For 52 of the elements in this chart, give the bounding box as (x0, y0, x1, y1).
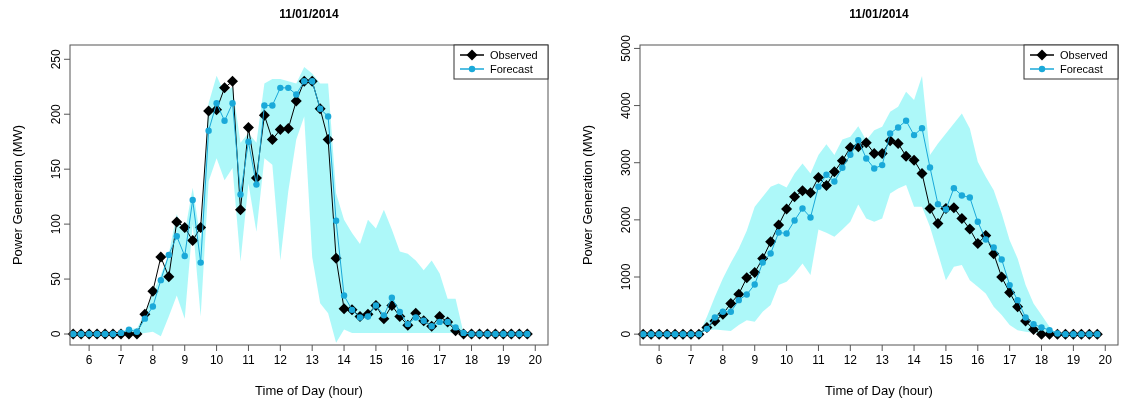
y-tick-label: 50 (49, 272, 63, 286)
x-tick-label: 7 (687, 353, 695, 367)
y-tick-label: 150 (49, 158, 63, 180)
x-tick-label: 15 (369, 353, 383, 367)
x-tick-label: 8 (719, 353, 727, 367)
y-tick-label: 4000 (619, 91, 633, 119)
x-tick-label: 19 (1066, 353, 1081, 367)
x-tick-label: 17 (1002, 353, 1017, 367)
y-tick-label: 1000 (619, 263, 633, 291)
x-tick-label: 13 (875, 353, 890, 367)
legend-label: Forecast (490, 63, 533, 75)
x-tick-label: 20 (1098, 353, 1113, 367)
y-axis-title: Power Generation (MW) (580, 124, 595, 266)
x-tick-label: 9 (751, 353, 759, 367)
x-tick-label: 15 (939, 353, 953, 367)
x-tick-label: 14 (907, 353, 922, 367)
x-tick-label: 11 (812, 353, 825, 367)
y-tick-label: 2000 (619, 206, 633, 234)
y-tick-label: 3000 (619, 149, 633, 177)
y-tick-label: 200 (49, 103, 63, 125)
x-tick-label: 6 (655, 353, 663, 367)
x-tick-label: 6 (85, 353, 93, 367)
x-axis-title: Time of Day (hour) (255, 383, 363, 398)
x-tick-label: 20 (528, 353, 543, 367)
y-tick-label: 0 (49, 330, 63, 338)
x-tick-label: 11 (242, 353, 255, 367)
chart-title: 11/01/2014 (849, 7, 910, 21)
y-tick-label: 5000 (619, 34, 633, 62)
x-tick-label: 13 (305, 353, 320, 367)
x-tick-label: 9 (181, 353, 189, 367)
y-tick-label: 100 (49, 213, 63, 235)
x-tick-label: 10 (779, 353, 794, 367)
x-tick-label: 14 (337, 353, 352, 367)
x-axis-title: Time of Day (hour) (825, 383, 933, 398)
x-tick-label: 19 (496, 353, 511, 367)
y-tick-label: 0 (619, 330, 633, 338)
x-tick-label: 17 (432, 353, 447, 367)
legend-label: Observed (1060, 49, 1108, 61)
legend-label: Forecast (1060, 63, 1103, 75)
x-tick-label: 12 (843, 353, 858, 367)
x-tick-label: 18 (1034, 353, 1049, 367)
x-tick-label: 12 (273, 353, 288, 367)
x-tick-label: 16 (971, 353, 985, 367)
y-tick-label: 250 (49, 48, 63, 70)
x-tick-label: 16 (401, 353, 415, 367)
y-axis-title: Power Generation (MW) (10, 124, 25, 266)
x-tick-label: 10 (209, 353, 224, 367)
legend-label: Observed (490, 49, 538, 61)
x-tick-label: 7 (117, 353, 125, 367)
x-tick-label: 18 (464, 353, 479, 367)
chart-title: 11/01/2014 (279, 7, 340, 21)
x-tick-label: 8 (149, 353, 157, 367)
